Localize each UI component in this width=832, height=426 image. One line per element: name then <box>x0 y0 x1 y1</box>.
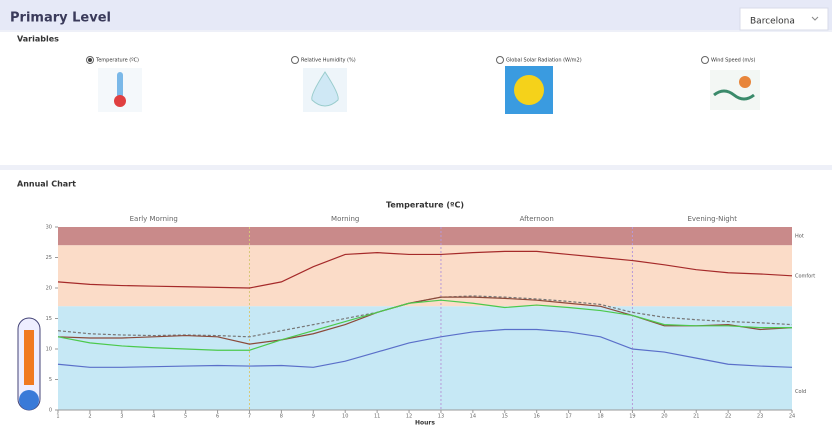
x-tick-label: 2 <box>88 414 91 420</box>
y-tick-label: 5 <box>49 377 52 383</box>
variable-option[interactable]: Global Solar Radiation (W/m2) <box>506 58 582 64</box>
radio[interactable] <box>291 56 299 64</box>
x-tick-label: 18 <box>597 414 603 420</box>
dropdown-arrow <box>811 16 819 21</box>
variables-title: Variables <box>17 35 59 44</box>
x-tick-label: 17 <box>565 414 571 420</box>
x-tick-label: 12 <box>406 414 412 420</box>
x-tick-label: 23 <box>757 414 763 420</box>
x-tick-label: 10 <box>342 414 348 420</box>
band <box>58 245 792 307</box>
x-tick-label: 8 <box>280 414 283 420</box>
x-tick-label: 14 <box>470 414 476 420</box>
wind-icon <box>710 70 760 110</box>
period-label: Morning <box>331 215 359 223</box>
band <box>58 227 792 246</box>
band-label: Hot <box>795 234 804 240</box>
thermo-bulb <box>114 95 126 107</box>
variable-icons <box>98 66 760 114</box>
y-tick-label: 0 <box>49 408 52 414</box>
y-tick-label: 15 <box>46 316 52 322</box>
drop <box>311 71 339 107</box>
series-line <box>57 296 793 345</box>
page-title: Primary Level <box>10 11 111 26</box>
y-tick-label: 20 <box>46 286 52 292</box>
x-tick-label: 16 <box>534 414 540 420</box>
x-tick-label: 19 <box>629 414 635 420</box>
y-tick-label: 30 <box>46 225 52 231</box>
x-tick-label: 22 <box>725 414 731 420</box>
header-bar <box>0 0 832 30</box>
y-tick-label: 25 <box>46 255 52 261</box>
x-tick-label: 15 <box>502 414 508 420</box>
x-tick-label: 21 <box>693 414 699 420</box>
band <box>58 306 792 410</box>
x-tick-label: 6 <box>216 414 219 420</box>
radio-dot <box>88 58 92 62</box>
thermo-icon <box>117 72 123 98</box>
band-label: Cold <box>795 389 806 395</box>
city-select[interactable] <box>739 7 829 31</box>
period-label: Early Morning <box>130 215 178 223</box>
x-axis-label: Hours <box>415 420 435 426</box>
wind-wave <box>713 89 755 101</box>
x-tick-label: 1 <box>56 414 59 420</box>
x-tick-label: 11 <box>374 414 380 420</box>
x-tick-label: 5 <box>184 414 187 420</box>
sun <box>514 75 544 105</box>
chart-section-title: Annual Chart <box>17 180 76 189</box>
series-line <box>57 299 792 351</box>
x-tick-label: 7 <box>248 414 251 420</box>
period-label: Afternoon <box>520 215 554 223</box>
thermometer-bulb <box>19 390 39 410</box>
variable-option[interactable]: Relative Humidity (%) <box>301 58 356 64</box>
x-tick-label: 24 <box>789 414 795 420</box>
thermometer-fill <box>24 330 34 385</box>
radio[interactable] <box>701 56 709 64</box>
variable-option[interactable]: Temperature (ºC) <box>95 58 139 64</box>
x-tick-label: 13 <box>438 414 444 420</box>
series-line <box>57 250 793 289</box>
chart-title: Temperature (ºC) <box>386 201 464 210</box>
variable-option[interactable]: Wind Speed (m/s) <box>711 58 756 64</box>
y-tick-label: 10 <box>46 347 52 353</box>
city-value: Barcelona <box>750 17 795 27</box>
band-label: Comfort <box>795 273 815 279</box>
radio[interactable] <box>496 56 504 64</box>
period-label: Evening-Night <box>687 215 737 223</box>
x-tick-label: 9 <box>312 414 315 420</box>
wind-figure <box>739 76 751 88</box>
x-tick-label: 20 <box>661 414 667 420</box>
series-line <box>57 328 793 368</box>
x-tick-label: 4 <box>152 414 155 420</box>
x-tick-label: 3 <box>120 414 123 420</box>
